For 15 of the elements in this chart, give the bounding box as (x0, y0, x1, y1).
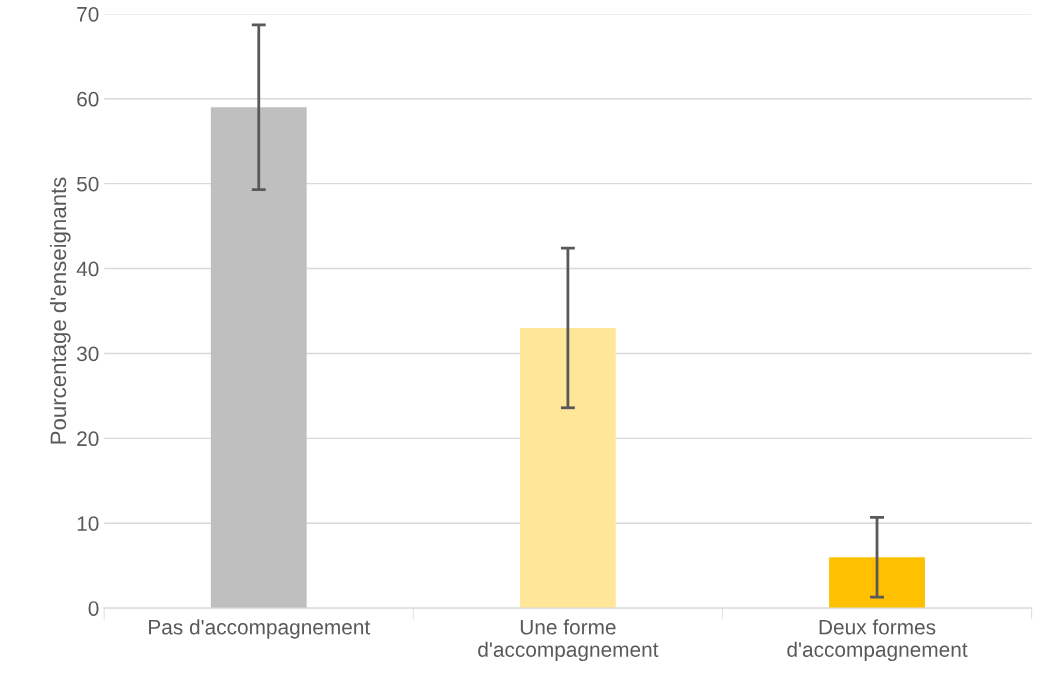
bar (519, 327, 616, 609)
y-tick-label: 70 (77, 6, 99, 22)
y-tick-label: 10 (77, 516, 99, 531)
x-tick-label: Une forme d'accompagnement (478, 619, 659, 662)
y-tick-label: 40 (76, 261, 99, 277)
x-tick-label: Pas d'accompagnement (149, 619, 371, 639)
y-tick-label: 0 (88, 601, 99, 616)
x-tick-label: Deux formes d'accompagnement (787, 619, 968, 662)
y-tick-label: 20 (77, 431, 99, 447)
bar (210, 107, 307, 609)
y-tick-label: 50 (77, 176, 99, 192)
y-tick-label: 60 (77, 91, 99, 107)
y-tick-label: 30 (76, 346, 99, 362)
y-axis-title: Pourcentage d'enseignants (49, 177, 71, 444)
bar (829, 557, 925, 609)
